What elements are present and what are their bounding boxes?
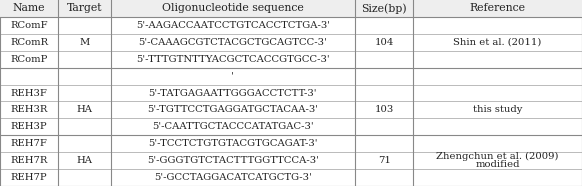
Bar (0, 0, 582, 17)
Text: this study: this study (473, 105, 522, 114)
Text: Shin et al. (2011): Shin et al. (2011) (453, 38, 542, 47)
Text: Name: Name (13, 4, 45, 13)
Text: M: M (79, 38, 90, 47)
Text: 5'-GCCTAGGACATCATGCTG-3': 5'-GCCTAGGACATCATGCTG-3' (154, 173, 312, 182)
Text: 5'-TATGAGAATTGGGACCTCTT-3': 5'-TATGAGAATTGGGACCTCTT-3' (148, 89, 317, 97)
Text: Reference: Reference (470, 4, 526, 13)
Text: REH3R: REH3R (10, 105, 48, 114)
Text: 5'-CAATTGCTACCCATATGAC-3': 5'-CAATTGCTACCCATATGAC-3' (152, 122, 314, 131)
Text: RComP: RComP (10, 55, 48, 64)
Text: Oligonucleotide sequence: Oligonucleotide sequence (162, 4, 304, 13)
Text: HA: HA (76, 156, 93, 165)
Text: REH3P: REH3P (11, 122, 47, 131)
Text: 71: 71 (378, 156, 391, 165)
Text: Size(bp): Size(bp) (361, 3, 407, 14)
Text: 5'-TTTGTNTTYACGCTCACCGTGCC-3': 5'-TTTGTNTTYACGCTCACCGTGCC-3' (136, 55, 329, 64)
Text: 103: 103 (374, 105, 394, 114)
Text: 5'-TCCTCTGTGTACGTGCAGAT-3': 5'-TCCTCTGTGTACGTGCAGAT-3' (148, 139, 318, 148)
Text: HA: HA (76, 105, 93, 114)
Text: ': ' (232, 72, 234, 81)
Text: 5'-CAAAGCGTCTACGCTGCAGTCC-3': 5'-CAAAGCGTCTACGCTGCAGTCC-3' (139, 38, 327, 47)
Text: 5'-AAGACCAATCCTGTCACCTCTGA-3': 5'-AAGACCAATCCTGTCACCTCTGA-3' (136, 21, 330, 30)
Text: modified: modified (475, 160, 520, 169)
Text: 5'-TGTTCCTGAGGATGCTACAA-3': 5'-TGTTCCTGAGGATGCTACAA-3' (147, 105, 318, 114)
Text: REH7F: REH7F (10, 139, 48, 148)
Text: 104: 104 (374, 38, 394, 47)
Text: REH3F: REH3F (10, 89, 48, 97)
Text: REH7P: REH7P (11, 173, 47, 182)
Text: Zhengchun et al. (2009): Zhengchun et al. (2009) (436, 152, 559, 161)
Text: REH7R: REH7R (10, 156, 48, 165)
Text: Target: Target (67, 4, 102, 13)
Text: 5'-GGGTGTCTACTTTGGTTCCA-3': 5'-GGGTGTCTACTTTGGTTCCA-3' (147, 156, 319, 165)
Text: RComF: RComF (10, 21, 48, 30)
Text: RComR: RComR (10, 38, 48, 47)
